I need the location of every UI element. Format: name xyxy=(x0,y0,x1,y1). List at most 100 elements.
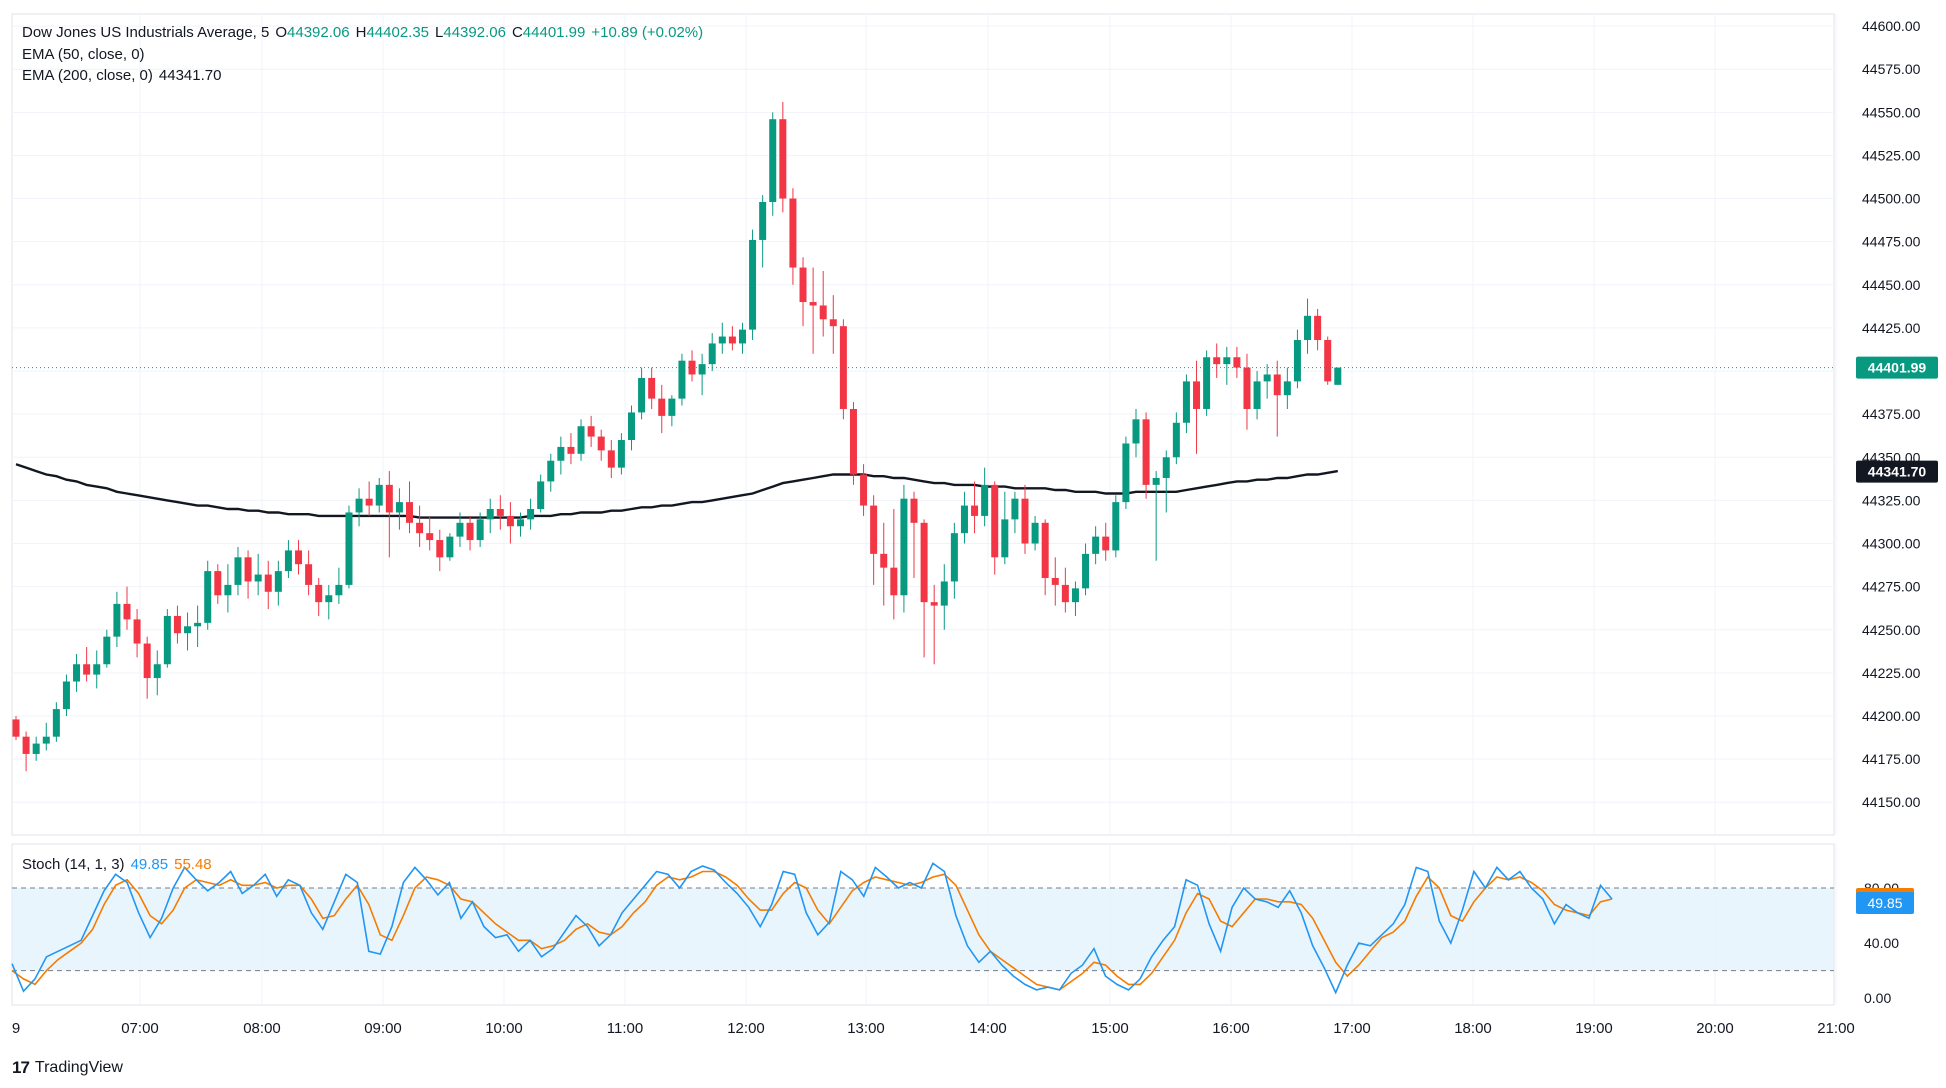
candle-body xyxy=(587,426,595,437)
candle-body xyxy=(1082,553,1090,589)
candle xyxy=(880,522,888,606)
price-tick-label: 44575.00 xyxy=(1862,61,1921,77)
candle-body xyxy=(264,574,272,592)
candle xyxy=(143,636,151,699)
candle-body xyxy=(769,119,777,203)
candle-body xyxy=(83,664,91,675)
candle xyxy=(305,550,313,596)
candle-body xyxy=(789,198,797,268)
tradingview-mark-icon: 17 xyxy=(12,1058,30,1077)
time-tick-label: 14:00 xyxy=(969,1020,1007,1037)
candle-body xyxy=(143,643,151,679)
last-price-label: 44401.99 xyxy=(1868,360,1927,376)
time-tick-label: 07:00 xyxy=(121,1020,159,1037)
candle xyxy=(1304,298,1312,354)
candle-body xyxy=(991,484,999,558)
candle xyxy=(1193,360,1201,454)
candle-body xyxy=(1233,357,1241,368)
candle-body xyxy=(1304,315,1312,340)
candle-body xyxy=(849,408,857,475)
candle-body xyxy=(880,553,888,568)
candle xyxy=(557,436,565,475)
candle xyxy=(930,584,938,665)
candle xyxy=(789,188,797,285)
price-tick-label: 44550.00 xyxy=(1862,104,1921,120)
candle-body xyxy=(678,360,686,399)
candle xyxy=(1263,364,1271,399)
candle xyxy=(315,578,323,616)
candle xyxy=(466,515,474,551)
candle-body xyxy=(42,736,50,744)
candle-body xyxy=(22,736,30,754)
candle xyxy=(476,512,484,547)
candle xyxy=(1203,350,1211,416)
candle xyxy=(1253,371,1261,420)
candle-body xyxy=(315,584,323,603)
candle xyxy=(214,564,222,604)
stoch-band-fill xyxy=(12,888,1834,971)
candle xyxy=(295,540,303,575)
time-tick-label: 08:00 xyxy=(243,1020,281,1037)
candle xyxy=(517,512,524,537)
candle-body xyxy=(1041,522,1049,579)
candle xyxy=(638,367,646,420)
candle-body xyxy=(1021,498,1029,544)
candle xyxy=(93,650,101,689)
price-tick-label: 44150.00 xyxy=(1862,794,1921,810)
candle xyxy=(627,405,635,451)
candle xyxy=(1132,408,1140,458)
candle xyxy=(436,529,444,572)
candle xyxy=(698,353,706,396)
candle xyxy=(910,491,918,579)
candle xyxy=(426,515,434,551)
candle xyxy=(1182,374,1190,434)
candle xyxy=(375,477,383,513)
candle-body xyxy=(1172,422,1180,458)
candle xyxy=(577,419,585,461)
ema50-label: EMA (50, close, 0) xyxy=(22,46,145,63)
candle-body xyxy=(1324,339,1332,382)
time-tick-label: 18:00 xyxy=(1454,1020,1492,1037)
candle xyxy=(345,505,353,589)
price-pane-border xyxy=(11,13,1835,836)
candle-body xyxy=(749,239,757,330)
candle xyxy=(335,567,343,604)
time-tick-label: 12:00 xyxy=(727,1020,765,1037)
candle xyxy=(506,502,514,544)
candle xyxy=(1152,471,1160,561)
candle-body xyxy=(890,567,898,596)
candle xyxy=(1142,412,1150,499)
tradingview-logo[interactable]: 17 TradingView xyxy=(12,1058,123,1078)
candle-body xyxy=(1051,578,1059,585)
candle-body xyxy=(1293,339,1301,382)
candle xyxy=(728,326,736,351)
candle xyxy=(284,540,292,579)
candle-body xyxy=(1314,315,1322,340)
candle-body xyxy=(456,522,464,537)
candle xyxy=(860,464,868,516)
candle-body xyxy=(567,446,575,454)
candle-body xyxy=(900,498,908,596)
price-tick-label: 44300.00 xyxy=(1862,536,1921,552)
high-value: 44402.35 xyxy=(366,24,430,41)
candle xyxy=(809,267,817,354)
last-price-badge xyxy=(1856,356,1938,379)
candle xyxy=(1324,336,1332,385)
candle-body xyxy=(819,305,827,320)
candle-body xyxy=(759,202,767,240)
candle xyxy=(365,481,373,516)
candle-body xyxy=(506,515,514,527)
candle xyxy=(870,495,878,585)
candle-body xyxy=(365,498,373,506)
candle xyxy=(1082,543,1090,596)
candle xyxy=(759,195,767,268)
candle xyxy=(254,553,262,596)
candle xyxy=(678,353,686,406)
ohlc-values: O44392.06 H44402.35 L44392.06 C44401.99 +10.… xyxy=(275,24,709,41)
candle xyxy=(83,646,91,682)
price-tick-label: 44275.00 xyxy=(1862,579,1921,595)
candle xyxy=(1071,581,1079,616)
candle xyxy=(1172,412,1180,465)
candle-body xyxy=(1263,374,1271,382)
